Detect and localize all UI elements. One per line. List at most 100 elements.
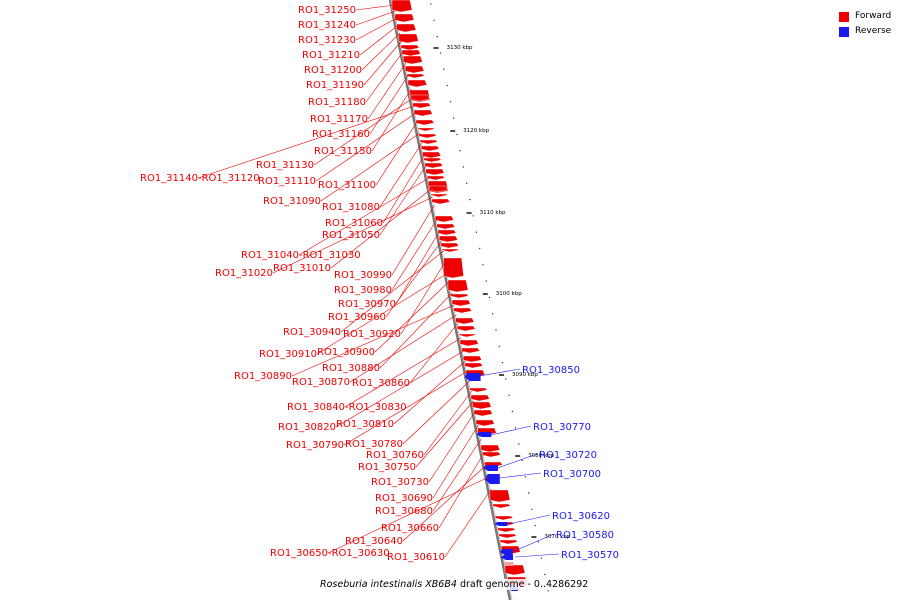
forward-leader-line [291, 304, 455, 377]
reverse-gene-arrow [476, 432, 492, 437]
reverse-gene-label: RO1_30700 [543, 469, 601, 480]
legend-item-reverse: Reverse [839, 24, 891, 39]
forward-gene-label: RO1_30790 [286, 440, 344, 451]
minor-tick [547, 590, 549, 592]
forward-gene-label: RO1_31150 [314, 146, 372, 157]
forward-gene-label: RO1_30780 [345, 439, 403, 450]
forward-gene-faded [504, 562, 514, 566]
minor-tick [505, 378, 507, 380]
reverse-leader-line [479, 368, 521, 377]
reverse-gene-label: RO1_30850 [522, 365, 580, 376]
forward-leader-line [374, 280, 450, 353]
forward-leader-line [355, 17, 398, 41]
forward-gene-arrow [458, 333, 477, 338]
forward-leader-line [391, 218, 438, 291]
forward-gene-label: RO1_31060 [325, 218, 383, 229]
forward-gene-arrow [417, 127, 436, 132]
forward-gene-arrow [473, 409, 493, 417]
forward-gene-label: RO1_31250 [298, 5, 356, 16]
forward-gene-label: RO1_30870 [292, 377, 350, 388]
forward-gene-arrow [464, 362, 483, 369]
minor-tick [527, 492, 530, 494]
forward-gene-label: RO1_30910 [259, 349, 317, 360]
forward-gene-label: RO1_30760 [366, 450, 424, 461]
forward-leader-line [272, 196, 433, 274]
reverse-leader-line [497, 453, 538, 469]
forward-gene-label: RO1_30940 [283, 327, 341, 338]
minor-tick [459, 150, 461, 152]
minor-tick [540, 557, 543, 559]
forward-gene-label: RO1_30730 [371, 477, 429, 488]
forward-gene-arrow [435, 215, 454, 223]
forward-gene-label: RO1_30840-RO1_30830 [287, 402, 407, 413]
reverse-gene-arrow [494, 522, 508, 526]
forward-leader-line [313, 97, 414, 166]
forward-leader-line [395, 230, 440, 305]
minor-tick [485, 280, 487, 282]
forward-leader-line [320, 132, 421, 202]
reverse-gene-label: RO1_30580 [556, 530, 614, 541]
forward-gene-arrow [415, 119, 435, 126]
minor-tick [524, 476, 527, 478]
forward-gene-arrow [427, 175, 446, 181]
forward-leader-line [335, 350, 464, 428]
tick-label: 3110 kbp [480, 210, 506, 216]
forward-leader-line [349, 314, 457, 383]
genes-layer [391, 0, 528, 591]
forward-gene-arrow [406, 73, 425, 79]
forward-gene-arrow [400, 44, 420, 51]
minor-tick [430, 3, 432, 5]
forward-leader-line [371, 88, 412, 152]
forward-gene-arrow [463, 355, 482, 363]
forward-gene-arrow [396, 23, 417, 33]
forward-leader-line [316, 272, 449, 355]
tick-label: 3090 kbp [512, 372, 538, 378]
reverse-gene-label: RO1_30720 [539, 450, 597, 461]
forward-gene-arrow [492, 503, 511, 509]
forward-leader-line [379, 142, 423, 208]
reverse-leader-line [514, 533, 555, 552]
forward-gene-label: RO1_30810 [336, 419, 394, 430]
forward-leader-line [327, 476, 489, 554]
forward-leader-line [391, 204, 435, 276]
forward-gene-arrow [418, 133, 437, 139]
forward-gene-label: RO1_30680 [375, 506, 433, 517]
forward-leader-line [355, 4, 395, 11]
forward-gene-arrow [482, 451, 501, 458]
forward-gene-arrow [401, 49, 421, 57]
forward-leader-line [423, 390, 472, 456]
minor-tick [488, 296, 491, 299]
forward-gene-label: RO1_30920 [343, 329, 401, 340]
reverse-leader-line [490, 425, 532, 436]
forward-gene-arrow [489, 489, 511, 503]
forward-leader-line [415, 400, 474, 468]
forward-gene-label: RO1_30880 [322, 363, 380, 374]
forward-gene-arrow [498, 533, 517, 539]
minor-tick [521, 459, 523, 462]
forward-leader-line [359, 24, 399, 56]
reverse-gene-arrow [464, 373, 481, 381]
forward-gene-label: RO1_31040-RO1_31030 [241, 250, 361, 261]
minor-tick [436, 35, 439, 38]
forward-gene-arrow [440, 242, 459, 249]
reverse-gene-arrow [483, 465, 498, 471]
forward-gene-arrow [504, 564, 526, 576]
map-caption: Roseburia intestinalis XB6B4 draft genom… [320, 579, 589, 590]
forward-leader-line [365, 50, 404, 103]
forward-gene-arrow [495, 515, 514, 521]
forward-leader-line [393, 360, 466, 425]
forward-gene-arrow [447, 279, 469, 293]
minor-tick [479, 247, 481, 250]
minor-tick [518, 443, 520, 445]
forward-gene-arrow [457, 325, 476, 332]
reverse-gene-label: RO1_30570 [561, 550, 619, 561]
forward-leader-line [382, 154, 425, 224]
forward-gene-arrow [451, 299, 471, 307]
forward-gene-arrow [439, 235, 458, 243]
minor-tick [433, 19, 435, 21]
forward-gene-label: RO1_30660 [381, 523, 439, 534]
minor-tick [446, 84, 448, 87]
forward-gene-arrow [424, 162, 443, 169]
forward-gene-arrow [455, 317, 475, 325]
forward-gene-label: RO1_30650-RO1_30630 [270, 548, 390, 559]
